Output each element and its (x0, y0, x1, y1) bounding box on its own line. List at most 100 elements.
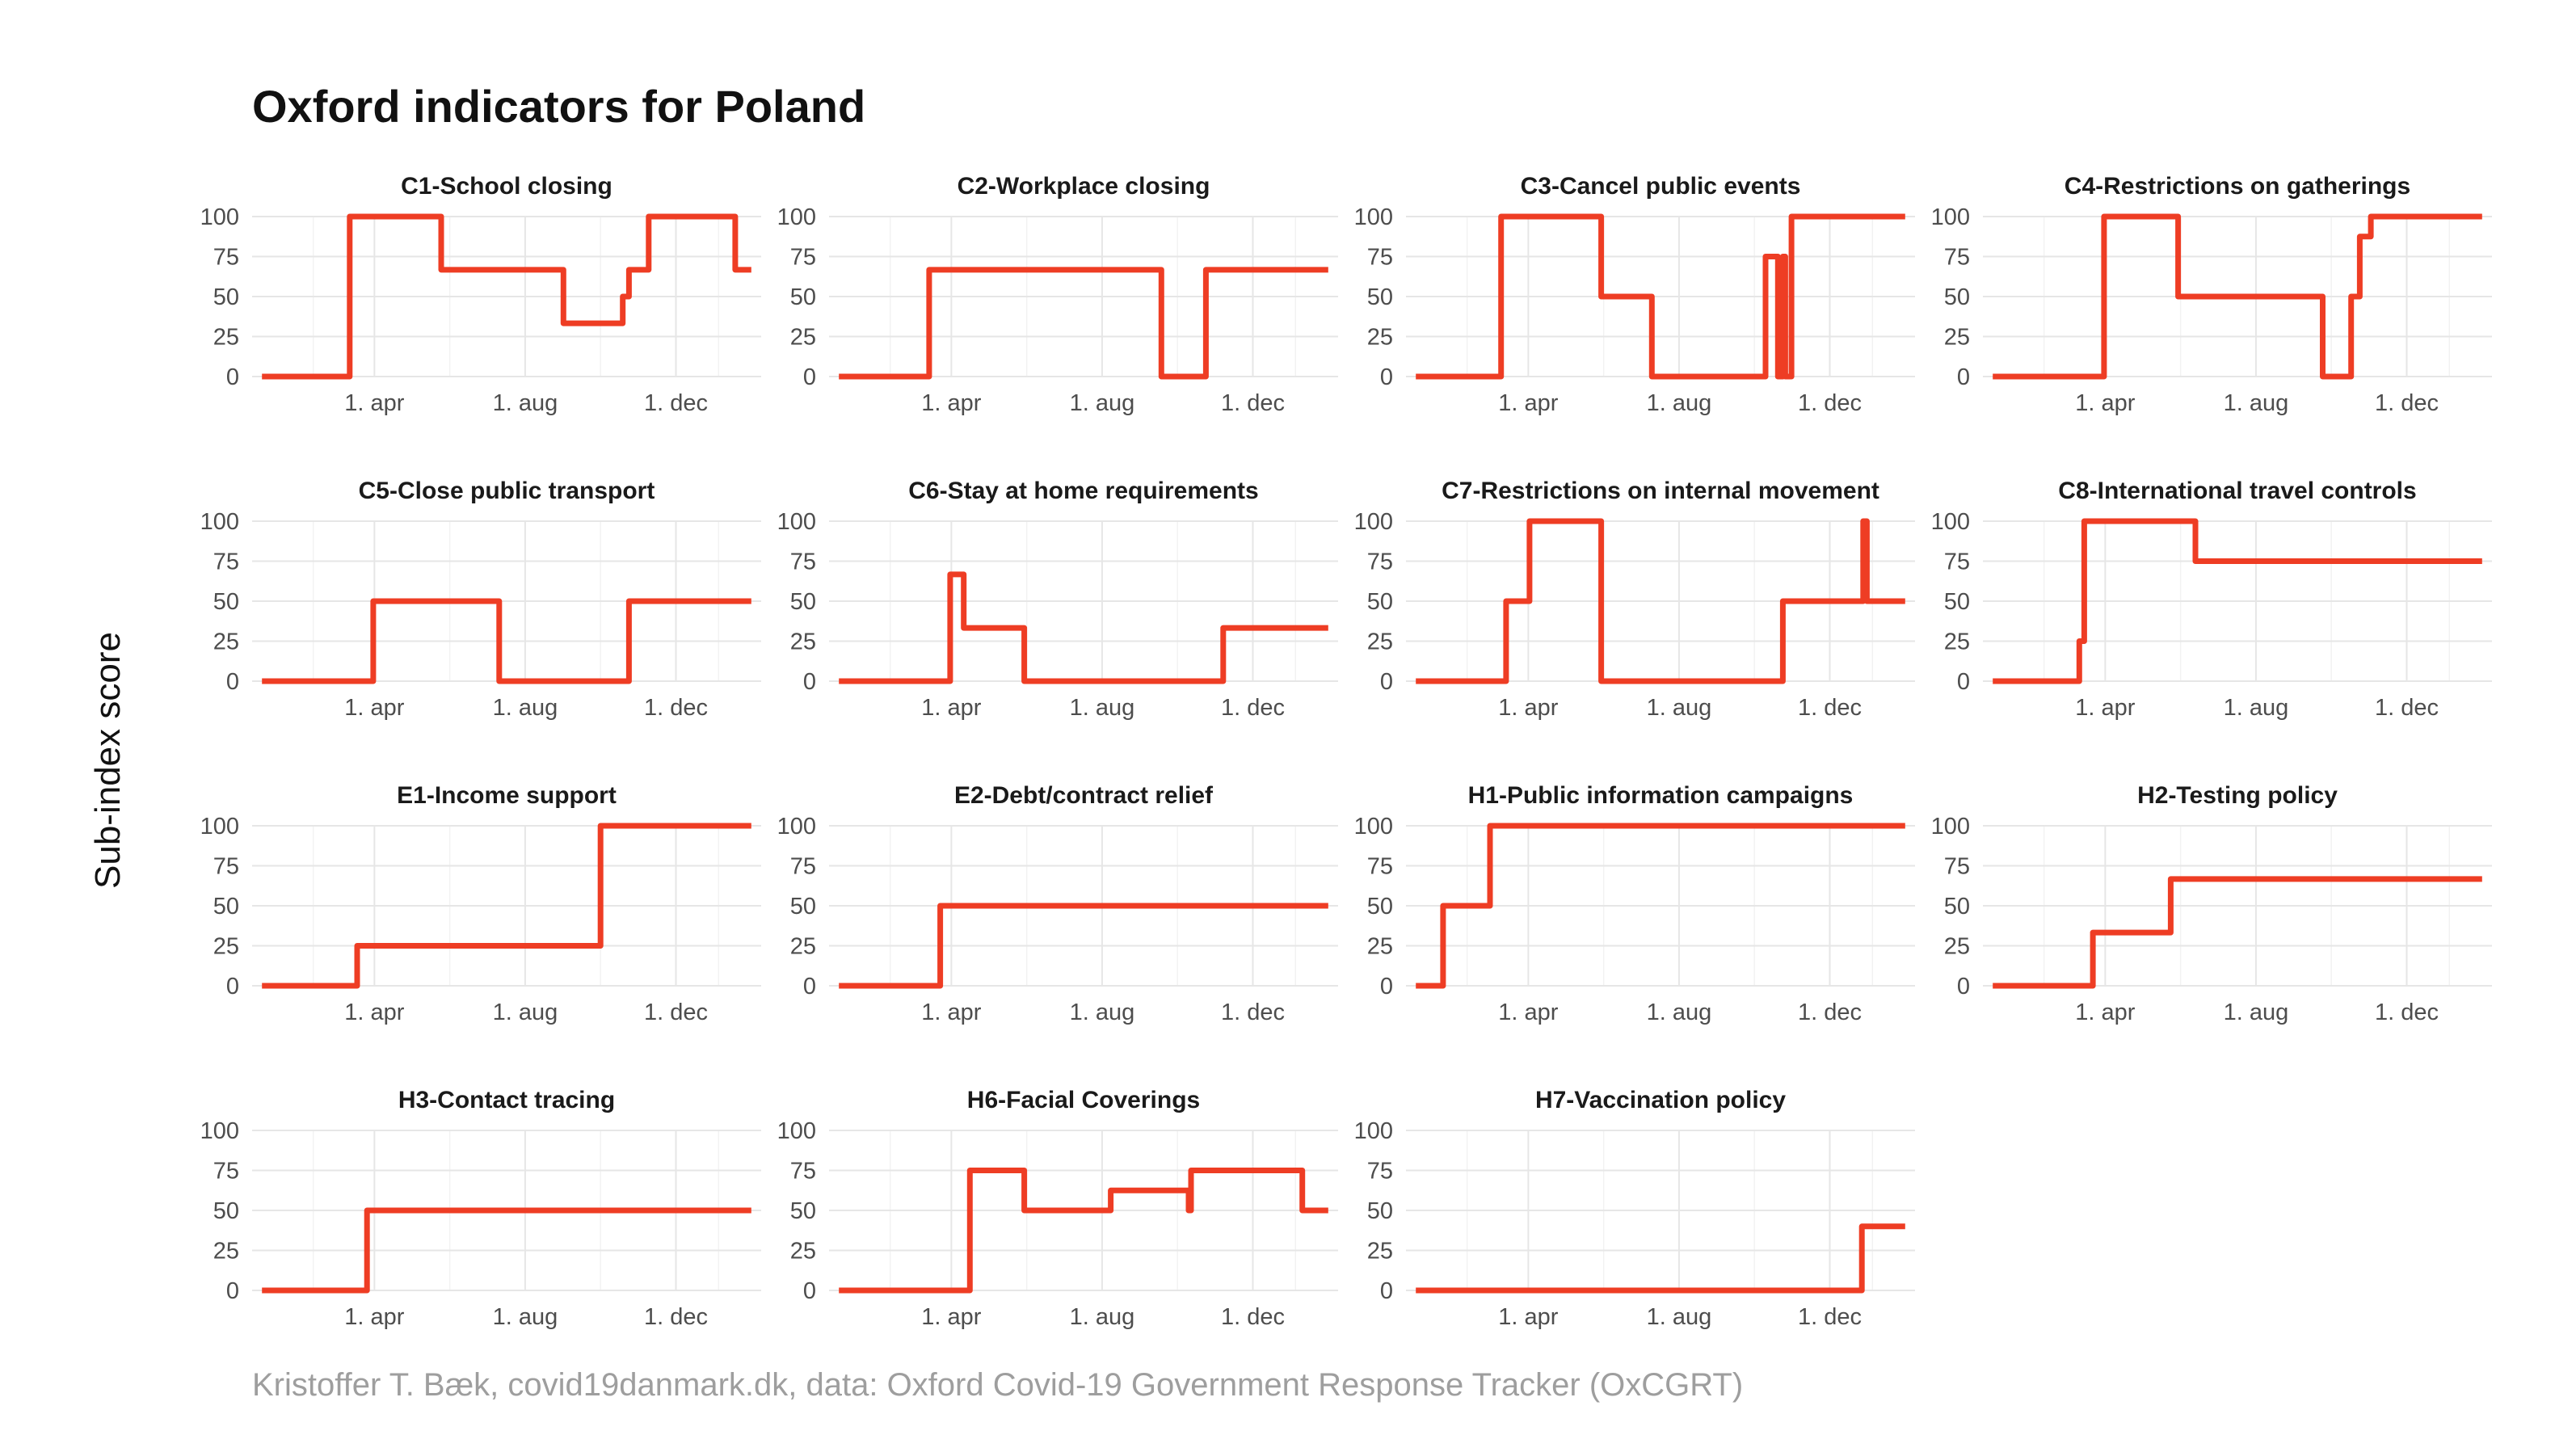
y-tick-label: 25 (790, 1239, 816, 1265)
panel-title: H3-Contact tracing (398, 1087, 615, 1113)
panel-4: 0 25 50 75 100 1. apr 1. aug 1. dec C4-Restricti… (1931, 173, 2492, 416)
x-tick-label: 1. aug (1647, 1000, 1712, 1025)
x-tick-label: 1. aug (493, 1304, 558, 1330)
panel-title: C8-International travel controls (2058, 478, 2416, 504)
y-tick-label: 75 (1367, 1159, 1393, 1185)
x-tick-label: 1. aug (493, 390, 558, 416)
x-tick-label: 1. aug (2224, 390, 2289, 416)
panel-title: H7-Vaccination policy (1535, 1087, 1786, 1113)
y-tick-label: 0 (226, 364, 239, 390)
x-tick-label: 1. apr (2075, 695, 2135, 721)
x-tick-label: 1. apr (921, 1000, 981, 1025)
x-tick-label: 1. apr (344, 695, 404, 721)
panel-title: C1-School closing (401, 173, 612, 200)
x-tick-label: 1. dec (1221, 1304, 1285, 1330)
y-tick-label: 0 (1380, 364, 1393, 390)
y-tick-label: 50 (1367, 284, 1393, 310)
y-tick-label: 100 (777, 814, 816, 840)
y-tick-label: 75 (213, 854, 239, 880)
panel-14: 0 25 50 75 100 1. apr 1. aug 1. dec H6-Facial Co… (777, 1087, 1338, 1330)
panel-title: H6-Facial Coverings (967, 1087, 1200, 1113)
panel-7: 0 25 50 75 100 1. apr 1. aug 1. dec C7-Restricti… (1354, 478, 1915, 721)
y-tick-label: 100 (200, 204, 239, 230)
y-tick-label: 50 (213, 284, 239, 310)
y-tick-label: 50 (213, 894, 239, 920)
panel-title: C4-Restrictions on gatherings (2065, 173, 2410, 200)
x-tick-label: 1. apr (921, 390, 981, 416)
y-tick-label: 25 (1944, 325, 1970, 351)
x-tick-label: 1. dec (1798, 1000, 1862, 1025)
series-line (839, 571, 1328, 684)
y-tick-label: 75 (790, 1159, 816, 1185)
y-tick-label: 100 (1931, 509, 1970, 535)
y-tick-label: 0 (1957, 364, 1970, 390)
x-tick-label: 1. dec (1221, 695, 1285, 721)
x-tick-label: 1. dec (2375, 1000, 2439, 1025)
y-tick-label: 75 (1944, 854, 1970, 880)
y-tick-label: 100 (200, 1118, 239, 1144)
y-tick-label: 25 (213, 1239, 239, 1265)
y-tick-label: 25 (213, 629, 239, 655)
y-tick-label: 0 (1380, 669, 1393, 695)
y-tick-label: 0 (226, 1278, 239, 1304)
x-tick-label: 1. aug (1647, 695, 1712, 721)
panel-15: 0 25 50 75 100 1. apr 1. aug 1. dec H7-Vaccinati… (1354, 1087, 1915, 1330)
y-tick-label: 100 (777, 509, 816, 535)
y-tick-label: 0 (226, 974, 239, 1000)
series-line (1416, 518, 1905, 684)
y-tick-label: 50 (1944, 894, 1970, 920)
y-tick-label: 25 (1944, 629, 1970, 655)
panel-3: 0 25 50 75 100 1. apr 1. aug 1. dec C3-Cancel pu… (1354, 173, 1915, 416)
y-tick-label: 100 (200, 509, 239, 535)
panel-12: 0 25 50 75 100 1. apr 1. aug 1. dec H2-Testing p… (1931, 782, 2492, 1025)
y-tick-label: 0 (1380, 974, 1393, 1000)
x-tick-label: 1. dec (644, 1304, 708, 1330)
x-tick-label: 1. dec (644, 695, 708, 721)
y-tick-label: 100 (1931, 204, 1970, 230)
series-line (1993, 876, 2482, 989)
x-tick-label: 1. apr (1498, 390, 1558, 416)
x-tick-label: 1. apr (921, 1304, 981, 1330)
y-tick-label: 100 (1931, 814, 1970, 840)
x-tick-label: 1. dec (644, 1000, 708, 1025)
y-tick-label: 0 (803, 1278, 816, 1304)
caption: Kristoffer T. Bæk, covid19danmark.dk, da… (252, 1367, 1744, 1403)
page-title: Oxford indicators for Poland (252, 81, 866, 132)
y-tick-label: 50 (1944, 284, 1970, 310)
x-tick-label: 1. apr (344, 390, 404, 416)
x-tick-label: 1. aug (1070, 1304, 1135, 1330)
y-tick-label: 100 (200, 814, 239, 840)
y-tick-label: 25 (1944, 934, 1970, 960)
x-tick-label: 1. dec (1798, 695, 1862, 721)
panel-title: C2-Workplace closing (958, 173, 1210, 200)
y-tick-label: 75 (1367, 549, 1393, 575)
panel-2: 0 25 50 75 100 1. apr 1. aug 1. dec C2-Workplace… (777, 173, 1338, 416)
series-line (839, 903, 1328, 989)
x-tick-label: 1. aug (1647, 390, 1712, 416)
panel-13: 0 25 50 75 100 1. apr 1. aug 1. dec H3-Contact t… (200, 1087, 761, 1330)
y-tick-label: 50 (213, 589, 239, 615)
y-tick-label: 50 (213, 1198, 239, 1224)
y-tick-label: 50 (1367, 1198, 1393, 1224)
y-tick-label: 50 (790, 589, 816, 615)
y-tick-label: 25 (1367, 934, 1393, 960)
y-tick-label: 75 (213, 1159, 239, 1185)
x-tick-label: 1. dec (1221, 1000, 1285, 1025)
y-tick-label: 0 (803, 669, 816, 695)
series-line (262, 213, 751, 380)
panel-8: 0 25 50 75 100 1. apr 1. aug 1. dec C8-Internati… (1931, 478, 2492, 721)
x-tick-label: 1. aug (2224, 695, 2289, 721)
panel-title: E1-Income support (397, 782, 617, 809)
panel-10: 0 25 50 75 100 1. apr 1. aug 1. dec E2-Debt/cont… (777, 782, 1338, 1025)
panel-title: H1-Public information campaigns (1468, 782, 1854, 809)
y-tick-label: 50 (790, 894, 816, 920)
series-line (839, 267, 1328, 380)
y-tick-label: 25 (790, 934, 816, 960)
x-tick-label: 1. apr (344, 1304, 404, 1330)
y-tick-label: 25 (213, 934, 239, 960)
series-line (1416, 1223, 1905, 1294)
panel-5: 0 25 50 75 100 1. apr 1. aug 1. dec C5-Close pub… (200, 478, 761, 721)
y-tick-label: 100 (777, 204, 816, 230)
y-tick-label: 100 (1354, 509, 1393, 535)
panel-title: C7-Restrictions on internal movement (1442, 478, 1879, 504)
